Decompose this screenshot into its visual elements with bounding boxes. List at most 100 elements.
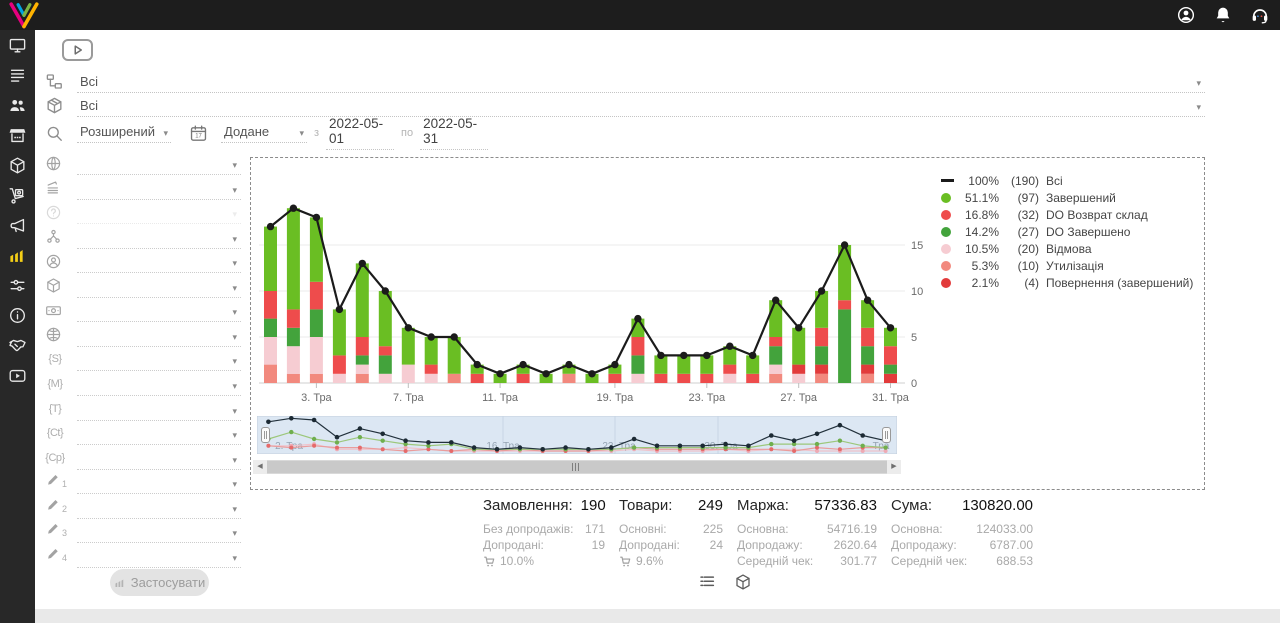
bar-segment[interactable] bbox=[264, 364, 277, 383]
bar-segment[interactable] bbox=[562, 364, 576, 374]
filter-select[interactable]: ▾ bbox=[77, 451, 241, 470]
chart-navigator[interactable]: 2. Тра 16. Тра 23. Тра 30. Тра Тра bbox=[257, 416, 897, 454]
bar-segment[interactable] bbox=[815, 373, 829, 383]
scrollbar-thumb[interactable] bbox=[267, 461, 887, 473]
bar-segment[interactable] bbox=[264, 226, 277, 291]
bar-segment[interactable] bbox=[631, 373, 645, 383]
bar-segment[interactable] bbox=[769, 373, 783, 383]
status-filter-select[interactable]: Всі ▾ bbox=[77, 74, 1205, 93]
bar-segment[interactable] bbox=[264, 337, 277, 365]
line-point[interactable] bbox=[886, 324, 895, 332]
date-field-select[interactable]: Додане ▾ bbox=[221, 124, 307, 143]
bar-segment[interactable] bbox=[723, 364, 737, 374]
line-point[interactable] bbox=[312, 213, 321, 222]
box-view-icon[interactable] bbox=[734, 573, 752, 591]
bar-segment[interactable] bbox=[884, 327, 897, 347]
bar-segment[interactable] bbox=[332, 309, 346, 356]
bar-segment[interactable] bbox=[838, 245, 852, 301]
legend-item[interactable]: 5.3% (10) Утилізація bbox=[941, 257, 1201, 274]
line-point[interactable] bbox=[703, 351, 711, 360]
bar-segment[interactable] bbox=[447, 373, 461, 383]
filter-select[interactable]: ▾ bbox=[77, 500, 241, 519]
bar-segment[interactable] bbox=[286, 208, 300, 310]
sidebar-item-supply[interactable] bbox=[0, 180, 35, 210]
legend-item[interactable]: 100% (190) Всі bbox=[941, 172, 1201, 189]
navigator-left-handle[interactable] bbox=[261, 427, 270, 443]
bar-segment[interactable] bbox=[677, 373, 691, 383]
bar-segment[interactable] bbox=[861, 364, 875, 374]
bar-segment[interactable] bbox=[585, 373, 599, 383]
bar-segment[interactable] bbox=[562, 373, 576, 383]
bar-segment[interactable] bbox=[723, 346, 737, 365]
line-point[interactable] bbox=[795, 324, 803, 332]
bar-segment[interactable] bbox=[539, 373, 553, 383]
bell-icon[interactable] bbox=[1213, 5, 1233, 25]
bar-segment[interactable] bbox=[884, 364, 897, 374]
bar-segment[interactable] bbox=[861, 327, 875, 347]
filter-select[interactable]: ▾ bbox=[77, 426, 241, 446]
filter-select[interactable]: ▾ bbox=[77, 303, 241, 323]
sidebar-item-video[interactable] bbox=[0, 360, 35, 390]
filter-select[interactable]: ▾ bbox=[77, 230, 241, 249]
bar-segment[interactable] bbox=[286, 309, 300, 328]
line-point[interactable] bbox=[266, 222, 275, 231]
bar-segment[interactable] bbox=[309, 217, 323, 282]
line-point[interactable] bbox=[817, 287, 826, 295]
bar-segment[interactable] bbox=[861, 300, 875, 328]
bar-segment[interactable] bbox=[884, 346, 897, 365]
scrollbar-grip[interactable] bbox=[572, 463, 579, 471]
bar-segment[interactable] bbox=[792, 364, 806, 374]
bar-segment[interactable] bbox=[654, 355, 668, 374]
bar-segment[interactable] bbox=[516, 373, 530, 383]
bar-segment[interactable] bbox=[332, 373, 346, 383]
legend-item[interactable]: 14.2% (27) DO Завершено bbox=[941, 223, 1201, 240]
line-point[interactable] bbox=[450, 333, 458, 341]
bar-segment[interactable] bbox=[378, 346, 392, 356]
bar-segment[interactable] bbox=[355, 373, 369, 383]
filter-select[interactable]: ▾ bbox=[77, 549, 241, 568]
bar-segment[interactable] bbox=[723, 373, 737, 383]
bar-segment[interactable] bbox=[401, 364, 415, 383]
bar-segment[interactable] bbox=[631, 355, 645, 374]
sidebar-item-customers[interactable] bbox=[0, 90, 35, 120]
bar-segment[interactable] bbox=[746, 373, 760, 383]
line-point[interactable] bbox=[404, 324, 412, 332]
bar-segment[interactable] bbox=[332, 355, 346, 374]
bar-segment[interactable] bbox=[792, 373, 806, 383]
line-point[interactable] bbox=[565, 360, 573, 369]
bar-segment[interactable] bbox=[792, 327, 806, 365]
bar-segment[interactable] bbox=[264, 291, 277, 319]
bar-segment[interactable] bbox=[631, 337, 645, 356]
date-to-input[interactable]: 2022-05-31 bbox=[420, 116, 489, 150]
filter-select[interactable]: ▾ bbox=[77, 524, 241, 544]
bar-segment[interactable] bbox=[677, 355, 691, 374]
bar-segment[interactable] bbox=[378, 291, 392, 347]
sidebar-item-partners[interactable] bbox=[0, 330, 35, 360]
sidebar-item-products[interactable] bbox=[0, 150, 35, 180]
bar-segment[interactable] bbox=[608, 364, 622, 374]
navigator-right-handle[interactable] bbox=[882, 427, 891, 443]
line-point[interactable] bbox=[657, 351, 665, 360]
sidebar-item-settings[interactable] bbox=[0, 270, 35, 300]
bar-segment[interactable] bbox=[264, 318, 277, 337]
bar-segment[interactable] bbox=[286, 346, 300, 374]
bar-segment[interactable] bbox=[608, 373, 622, 383]
filter-select[interactable]: ▾ bbox=[77, 181, 241, 200]
bar-segment[interactable] bbox=[286, 373, 300, 383]
legend-item[interactable]: 10.5% (20) Відмова bbox=[941, 240, 1201, 257]
line-point[interactable] bbox=[427, 333, 435, 341]
line-point[interactable] bbox=[335, 305, 344, 314]
bar-segment[interactable] bbox=[424, 364, 438, 374]
bar-segment[interactable] bbox=[401, 327, 415, 365]
line-point[interactable] bbox=[772, 296, 780, 304]
line-point[interactable] bbox=[749, 351, 757, 360]
bar-segment[interactable] bbox=[309, 281, 323, 310]
bar-segment[interactable] bbox=[516, 364, 530, 374]
mode-select[interactable]: Розширений ▾ bbox=[77, 124, 171, 143]
list-view-icon[interactable] bbox=[698, 573, 716, 591]
user-icon[interactable] bbox=[1176, 5, 1196, 25]
filter-select[interactable]: ▾ bbox=[77, 402, 241, 421]
legend-item[interactable]: 51.1% (97) Завершений bbox=[941, 189, 1201, 206]
legend-item[interactable]: 16.8% (32) DO Возврат склад bbox=[941, 206, 1201, 223]
bar-segment[interactable] bbox=[424, 337, 438, 365]
